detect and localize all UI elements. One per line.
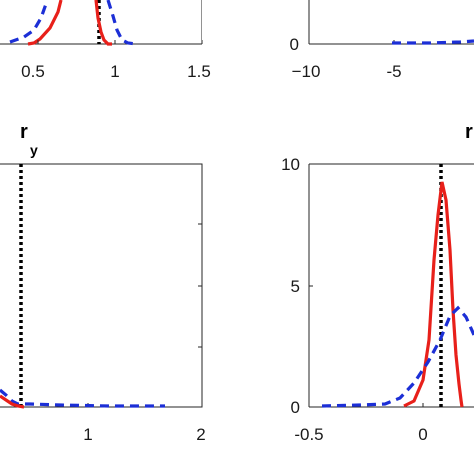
plot-frame	[0, 163, 203, 408]
series-line-2	[9, 0, 49, 44]
series-line-3	[94, 0, 112, 46]
series-line-1	[403, 181, 464, 408]
x-tick-label: -0.5	[294, 425, 323, 444]
panel-title-subscript: y	[30, 142, 38, 158]
panel-top-right: 0 −10 -5	[290, 0, 474, 81]
y-tick-label: 0	[290, 35, 299, 54]
x-tick-label: 2	[196, 425, 205, 444]
x-tick-label: 1	[110, 62, 119, 81]
series-line-1	[0, 388, 165, 408]
panel-top-left: 0.5 1 1.5	[0, 0, 211, 81]
y-tick-label: 5	[291, 277, 300, 296]
y-tick-label: 0	[291, 398, 300, 417]
panel-title: r	[20, 121, 28, 143]
panel-title: r	[465, 121, 473, 143]
x-tick-label: 0.5	[21, 62, 45, 81]
x-tick-label: 0	[418, 425, 427, 444]
x-tick-label: −10	[292, 62, 321, 81]
plot-area	[0, 0, 202, 46]
series-line-2	[321, 305, 474, 408]
y-tick-label: 10	[281, 155, 300, 174]
x-tick-label: -5	[386, 62, 401, 81]
x-tick-label: 1	[83, 425, 92, 444]
series-line-1	[392, 39, 474, 45]
panel-bottom-left: r y 1 2	[0, 121, 206, 444]
x-tick-label: 1.5	[187, 62, 211, 81]
series-line-2	[0, 394, 25, 409]
panel-bottom-right: r 10 5 0 -0.5 0	[281, 121, 474, 444]
series-line-4	[106, 0, 137, 46]
series-line-1	[27, 0, 63, 46]
